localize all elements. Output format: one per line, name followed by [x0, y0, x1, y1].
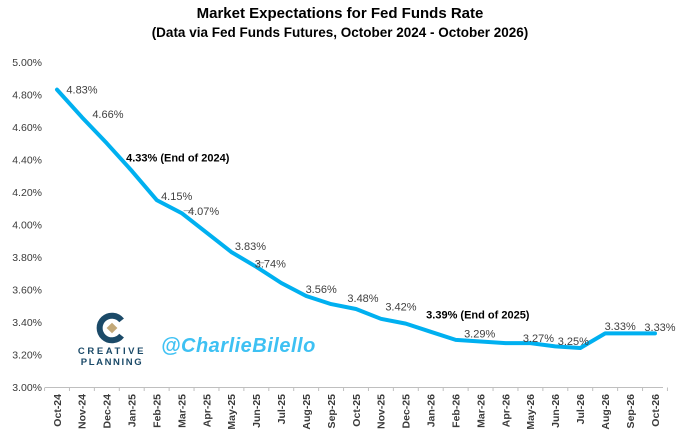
data-label: 3.33%: [644, 322, 675, 334]
data-label: 3.74%: [255, 259, 286, 271]
data-label: 4.83%: [66, 84, 97, 96]
x-axis-label: Mar-26: [475, 394, 487, 428]
x-axis-label: Jun-26: [550, 394, 562, 428]
x-axis-label: Apr-26: [500, 394, 512, 427]
x-axis-label: May-26: [525, 394, 537, 430]
x-axis-label: May-25: [226, 394, 238, 430]
rate-line: [55, 87, 657, 350]
x-axis-label: Sep-26: [625, 394, 637, 429]
x-axis-label: Jun-25: [251, 394, 263, 428]
data-label: 4.66%: [92, 109, 123, 121]
label-leader-line: [257, 262, 265, 268]
x-axis-label: Jan-26: [426, 394, 438, 427]
x-axis-label: Dec-25: [401, 394, 413, 429]
y-axis-label: 3.40%: [12, 317, 42, 329]
y-axis-label: 4.60%: [12, 122, 42, 134]
y-axis-label: 3.00%: [12, 382, 42, 394]
y-axis-label: 4.40%: [12, 154, 42, 166]
x-axis-label: Mar-25: [176, 394, 188, 428]
creative-planning-logo: CREATIVE PLANNING: [76, 311, 148, 368]
y-axis-label: 4.00%: [12, 219, 42, 231]
chart-title: Market Expectations for Fed Funds Rate: [196, 5, 484, 22]
data-label: 3.39% (End of 2025): [426, 309, 530, 321]
logo-text-planning: PLANNING: [80, 357, 144, 368]
data-label: 4.33% (End of 2024): [126, 153, 230, 165]
y-axis-label: 3.60%: [12, 284, 42, 296]
data-label: 3.29%: [464, 329, 495, 341]
data-label: 3.42%: [385, 302, 416, 314]
x-axis-label: Oct-25: [351, 394, 363, 427]
charliebilello-watermark: @CharlieBilello: [161, 335, 316, 357]
x-axis-label: Jul-26: [575, 394, 587, 425]
logo-text-creative: CREATIVE: [77, 346, 147, 357]
data-label: 4.07%: [188, 206, 219, 218]
x-axis-label: Dec-24: [102, 394, 114, 429]
data-label: 3.25%: [558, 336, 589, 348]
data-label: 3.83%: [235, 241, 266, 253]
x-axis-label: Jan-25: [127, 394, 139, 427]
data-label: 3.27%: [523, 333, 554, 345]
x-axis-label: Apr-25: [201, 394, 213, 427]
y-axis-label: 5.00%: [12, 57, 42, 69]
creative-planning-c-icon: [96, 312, 124, 344]
x-axis-label: Aug-25: [301, 394, 313, 430]
data-label: 3.56%: [306, 284, 337, 296]
x-axis-label: Feb-26: [450, 394, 462, 428]
x-axis-label: Sep-25: [326, 394, 338, 429]
chart-subtitle: (Data via Fed Funds Futures, October 202…: [151, 25, 529, 40]
y-axis-label: 4.80%: [12, 89, 42, 101]
x-axis-label: Oct-26: [650, 394, 662, 427]
x-axis-label: Aug-26: [600, 394, 612, 430]
y-axis-label: 3.20%: [12, 349, 42, 361]
data-label: 4.15%: [161, 191, 192, 203]
x-axis-label: Jul-25: [276, 394, 288, 425]
x-axis-label: Oct-24: [52, 394, 64, 427]
data-label: 3.33%: [605, 321, 636, 333]
data-label: 3.48%: [347, 293, 378, 305]
x-axis-label: Nov-24: [77, 394, 89, 429]
y-axis-label: 3.80%: [12, 252, 42, 264]
y-axis-label: 4.20%: [12, 187, 42, 199]
x-axis-label: Feb-25: [151, 394, 163, 428]
x-axis-label: Nov-25: [376, 394, 388, 429]
